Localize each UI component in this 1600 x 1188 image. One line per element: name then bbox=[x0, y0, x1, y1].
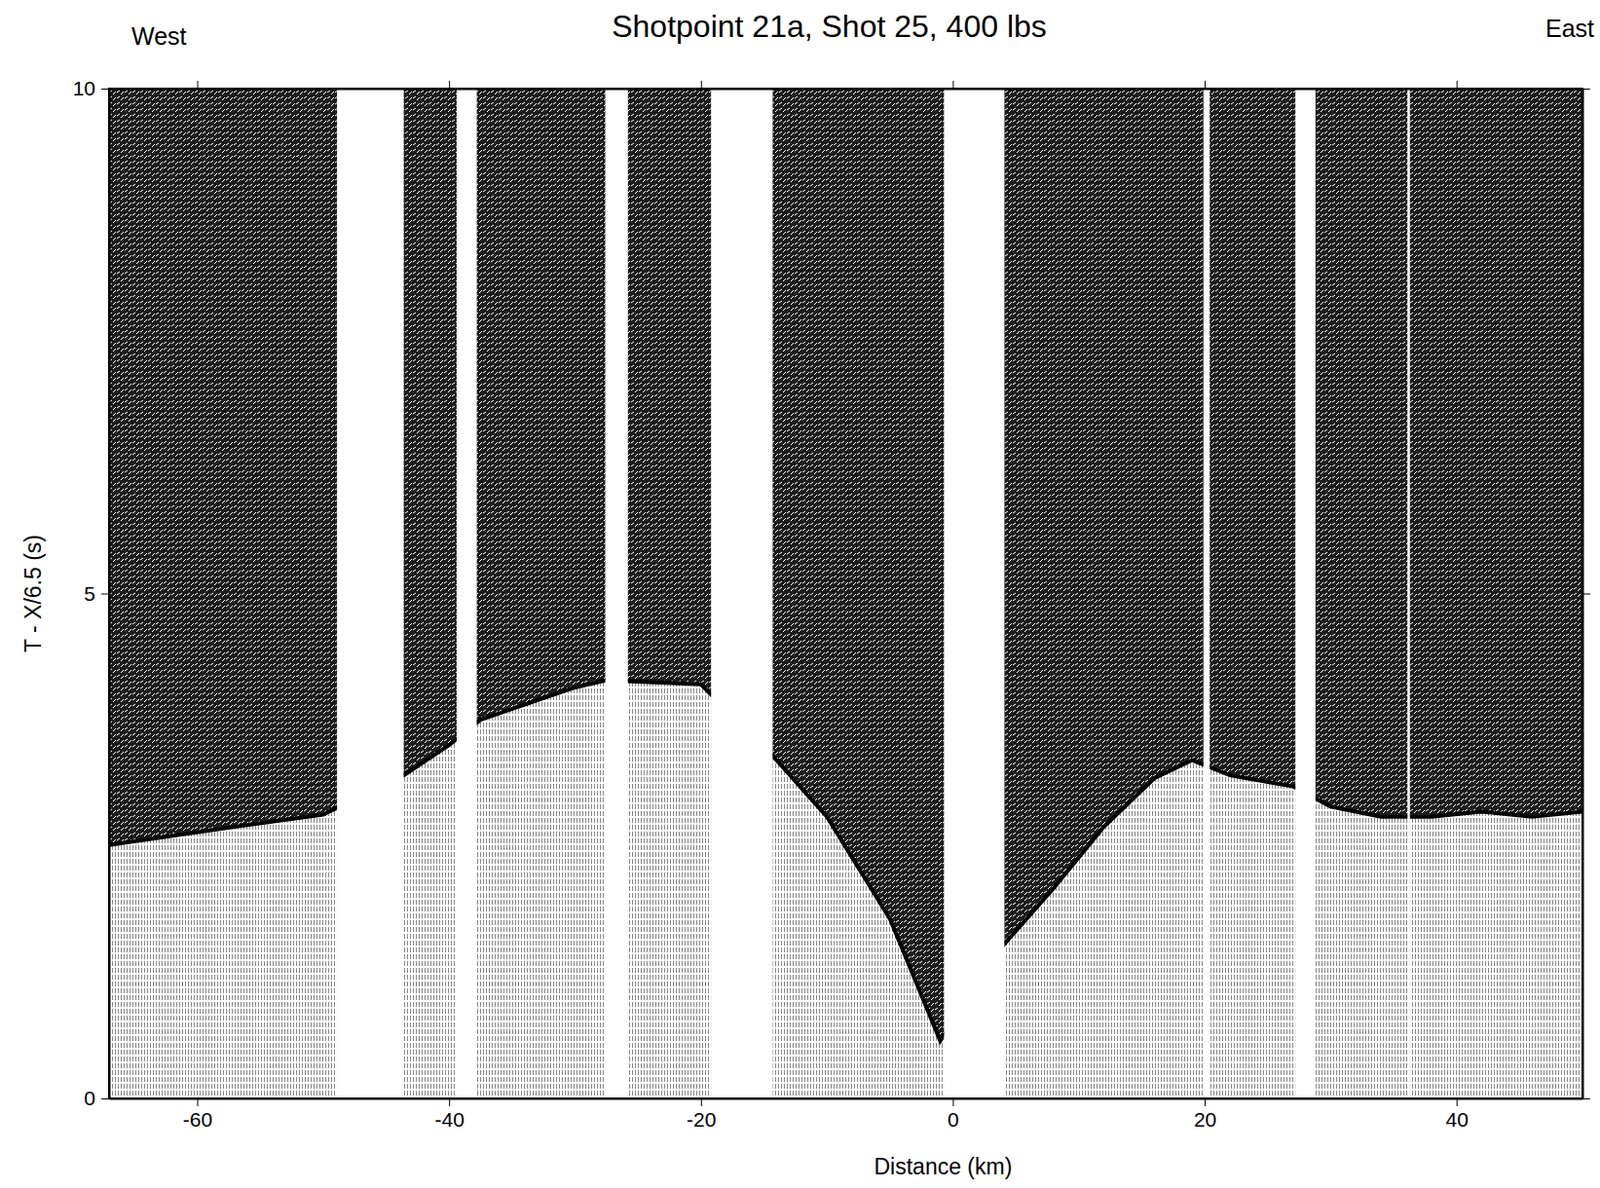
tick: 20 bbox=[1193, 1098, 1217, 1131]
tick-label: 5 bbox=[83, 582, 96, 605]
tick-label: 10 bbox=[73, 76, 96, 100]
tick-mark bbox=[1456, 80, 1458, 89]
axis-line bbox=[110, 1098, 1584, 1101]
segment-data bbox=[109, 88, 1583, 1042]
x-axis: -60 -40 -20 0 20 40 bbox=[110, 1098, 1584, 1131]
tick bbox=[1582, 594, 1591, 596]
tick-mark bbox=[701, 80, 703, 89]
tick-mark bbox=[1582, 88, 1591, 90]
tick: 5 bbox=[83, 582, 110, 605]
tick-mark bbox=[1582, 1098, 1591, 1100]
tick-mark bbox=[701, 1098, 703, 1107]
tick: -60 bbox=[183, 1098, 213, 1131]
tick: -20 bbox=[686, 1098, 716, 1131]
marks bbox=[109, 88, 1583, 1099]
axis-line bbox=[110, 88, 1584, 91]
y-axis-right bbox=[1582, 89, 1591, 1100]
tick-mark bbox=[448, 1098, 450, 1107]
tick-mark bbox=[1456, 1098, 1458, 1107]
tick-mark bbox=[197, 1098, 199, 1107]
tick-mark bbox=[197, 80, 199, 89]
tick bbox=[952, 80, 954, 89]
tick-mark bbox=[448, 80, 450, 89]
first-arrival bbox=[109, 680, 1583, 1042]
tick-label: 40 bbox=[1446, 1108, 1469, 1131]
y-axis-title: T - X/6.5 (s) bbox=[20, 534, 46, 653]
tick-mark bbox=[101, 594, 110, 596]
tick: -40 bbox=[434, 1098, 464, 1131]
direction-label: East bbox=[1545, 14, 1595, 42]
tick-mark bbox=[952, 80, 954, 89]
direction-label: West bbox=[131, 22, 187, 50]
tick bbox=[197, 80, 199, 89]
tick: 40 bbox=[1446, 1098, 1469, 1131]
tick-mark bbox=[1582, 594, 1591, 596]
tick bbox=[1582, 1098, 1591, 1100]
tick bbox=[1204, 80, 1206, 89]
tick-mark bbox=[1204, 80, 1206, 89]
tick bbox=[448, 80, 450, 89]
tick-mark bbox=[101, 1098, 110, 1100]
tick bbox=[1582, 88, 1591, 90]
x-axis-title: Distance (km) bbox=[873, 1153, 1012, 1180]
title: Shotpoint 21a, Shot 25, 400 lbs bbox=[611, 8, 1047, 44]
later-arrivals bbox=[109, 88, 1583, 1042]
tick-mark bbox=[101, 88, 110, 90]
tick-mark bbox=[1204, 1098, 1206, 1107]
tick-label: 0 bbox=[947, 1108, 960, 1131]
x-axis-top bbox=[110, 80, 1584, 90]
tick: 0 bbox=[83, 1086, 110, 1110]
tick bbox=[1456, 80, 1458, 89]
tick-mark bbox=[952, 1098, 954, 1107]
tick-label: -20 bbox=[686, 1108, 716, 1131]
plot: -60 -40 -20 0 20 40 0 5 10 bbox=[73, 76, 1591, 1131]
tick-label: 20 bbox=[1193, 1108, 1217, 1131]
y-axis: 0 5 10 bbox=[73, 76, 111, 1110]
tick-label: 0 bbox=[83, 1086, 96, 1110]
tick: 0 bbox=[947, 1098, 960, 1131]
tick bbox=[701, 80, 703, 89]
tick-label: -60 bbox=[183, 1108, 213, 1131]
tick-label: -40 bbox=[434, 1108, 464, 1131]
frame bbox=[109, 88, 1583, 1099]
chart: -60 -40 -20 0 20 40 0 5 10 Shotpoint 21a, Shot 25… bbox=[0, 0, 1600, 1188]
tick: 10 bbox=[73, 76, 110, 100]
